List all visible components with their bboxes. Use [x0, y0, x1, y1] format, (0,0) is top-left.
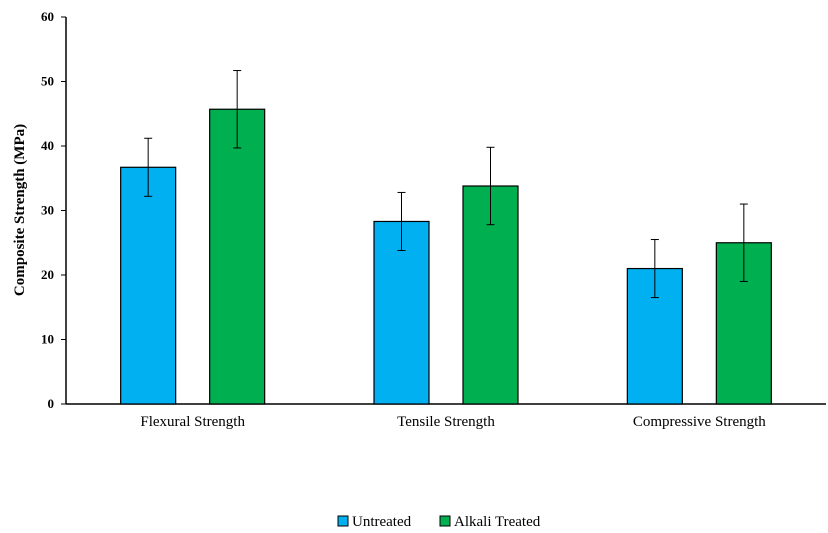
- error-bar: [144, 137, 153, 197]
- bar-untreated-1: [373, 220, 430, 405]
- y-tick-label: 20: [41, 267, 54, 282]
- legend-label: Untreated: [352, 514, 412, 530]
- x-tick-label: Compressive Strength: [633, 414, 766, 430]
- legend: Untreated Alkali Treated: [337, 514, 541, 530]
- bar-untreated-0: [120, 166, 177, 405]
- bar-alkali-treated-0: [209, 108, 266, 405]
- error-bar: [650, 239, 659, 299]
- error-bar: [486, 146, 495, 226]
- plot-area: 0 10 20 30 40 50 60 Flexural Strength Tensile St…: [41, 9, 826, 430]
- error-bar: [233, 70, 242, 149]
- y-tick-label: 0: [48, 396, 55, 411]
- y-tick-label: 60: [41, 9, 54, 24]
- legend-swatch: [439, 515, 451, 527]
- y-tick-label: 40: [41, 138, 54, 153]
- legend-label: Alkali Treated: [454, 514, 541, 530]
- error-bar: [739, 203, 748, 282]
- x-tick-label: Flexural Strength: [140, 414, 245, 430]
- y-tick-label: 30: [41, 203, 54, 218]
- y-tick-label: 50: [41, 74, 54, 89]
- error-bar: [397, 191, 406, 251]
- legend-item-untreated: Untreated: [337, 514, 412, 530]
- y-axis-label: Composite Strength (MPa): [12, 124, 28, 296]
- legend-item-alkali-treated: Alkali Treated: [439, 514, 541, 530]
- y-tick-label: 10: [41, 332, 54, 347]
- legend-swatch: [337, 515, 349, 527]
- x-tick-label: Tensile Strength: [397, 414, 495, 430]
